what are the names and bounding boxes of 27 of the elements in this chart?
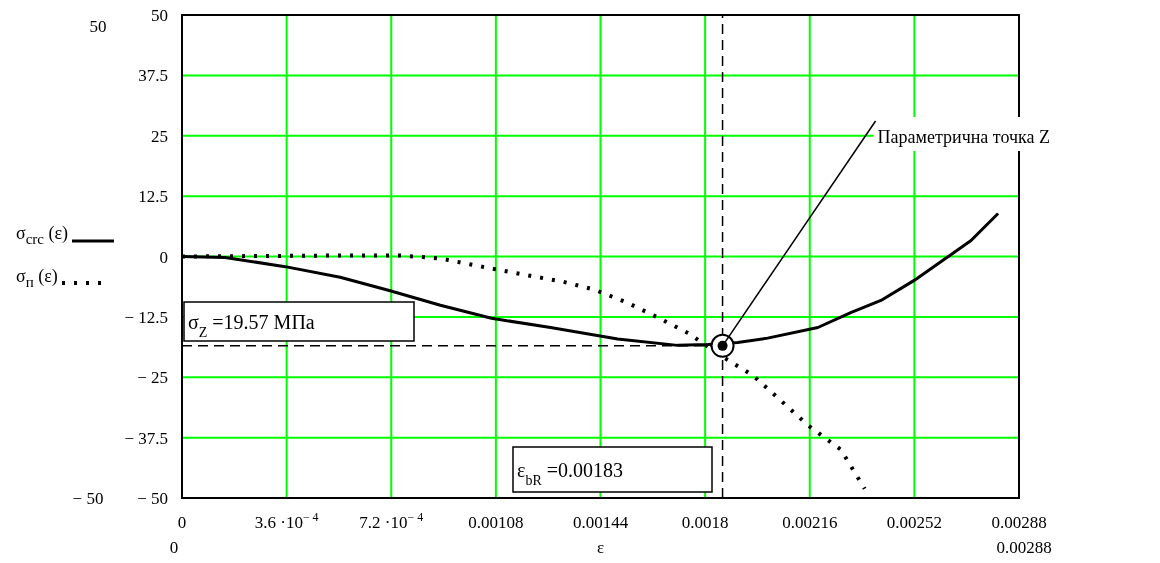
y-tick-label: 25 — [151, 126, 168, 146]
y-tick-label: 0 — [159, 247, 168, 267]
y-tick-label: − 25 — [137, 368, 168, 388]
annotation: Параметрична точка Z — [877, 127, 1050, 147]
y-tick-label: − 37.5 — [124, 428, 168, 448]
x-tick-label: 3.6 ·10$^{− 4}$ — [254, 510, 319, 532]
y-tick-label: − 12.5 — [124, 307, 168, 327]
text: − 50 — [72, 489, 104, 508]
text: 0.00288 — [996, 538, 1052, 557]
x-tick-label: 0 — [177, 513, 187, 532]
annotation: σ$_{Z}$ =19.57 МПа — [188, 310, 315, 339]
x-tick-label: 7.2 ·10$^{− 4}$ — [359, 510, 424, 532]
x-tick-label: 0.00108 — [468, 513, 524, 532]
y-tick-label: 50 — [151, 6, 168, 25]
text: 50 — [89, 17, 107, 36]
x-tick-label: 0.00144 — [572, 513, 629, 532]
y-tick-label: 12.5 — [138, 187, 168, 207]
legend-label: σ$_{п}$ (ε) — [16, 265, 58, 291]
x-tick-label: 0.00252 — [886, 513, 942, 532]
annotation: ε$_{bR}$ =0.00183 — [517, 458, 624, 487]
y-tick-label: 37.5 — [138, 66, 168, 86]
x-axis-title: ε — [596, 538, 605, 557]
x-tick-label: 0.00288 — [991, 513, 1047, 532]
legend-label: σ$_{crc}$ (ε) — [16, 223, 69, 248]
x-tick-label: 0.0018 — [681, 513, 729, 532]
y-tick-label: − 50 — [137, 489, 168, 508]
x-tick-label: 0.00216 — [782, 513, 838, 532]
